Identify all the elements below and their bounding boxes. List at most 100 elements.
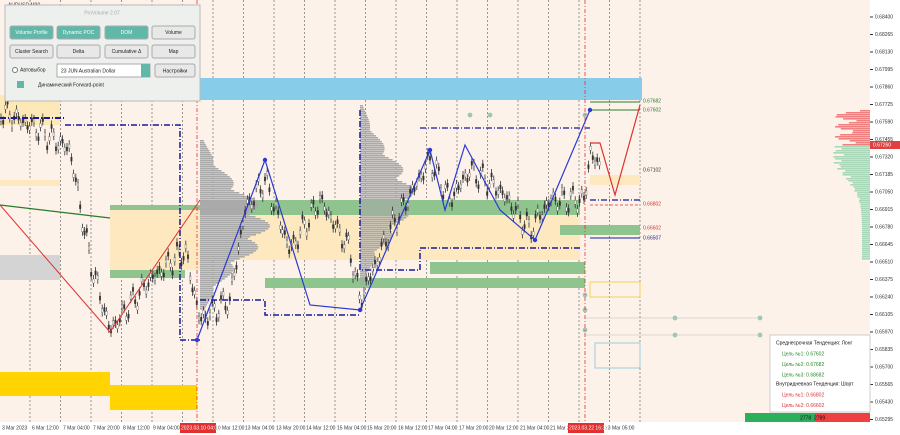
candle-body — [224, 305, 227, 311]
volume-profile-bar — [200, 162, 214, 164]
volume-profile-bar — [360, 125, 371, 127]
volume-profile-bar — [200, 144, 206, 146]
candle-body — [189, 276, 192, 281]
pivot-dot — [427, 147, 433, 153]
panel-button-label[interactable]: Volume — [165, 30, 182, 36]
candle-body — [48, 136, 51, 141]
volume-profile-bar — [360, 153, 383, 155]
pivot-dot — [532, 237, 538, 243]
candle-body — [569, 191, 572, 197]
volume-profile-bar — [200, 214, 250, 216]
candle-body — [312, 199, 315, 205]
panel-button-label[interactable]: Delta — [73, 49, 85, 55]
panel-button[interactable] — [104, 44, 149, 59]
volume-profile-bar — [200, 302, 209, 304]
candle-body — [228, 296, 231, 301]
candle-body — [35, 132, 38, 137]
candle-body — [233, 272, 236, 277]
candle-body — [596, 157, 599, 162]
candle-body — [585, 190, 588, 196]
volume-profile-bar — [200, 164, 214, 166]
candle-body — [554, 196, 557, 202]
volume-profile-bar — [200, 224, 270, 226]
panel-button[interactable] — [151, 25, 196, 40]
panel-button[interactable] — [56, 44, 101, 59]
price-label: 0.66780 — [875, 224, 893, 230]
provolume-panel: ProVolume 2.07 Volume Profile Dynamic POC D… — [4, 4, 201, 102]
volume-profile-bar — [200, 262, 231, 264]
candle-body — [193, 290, 196, 295]
time-label: 23 Mar 05:00 — [605, 425, 635, 431]
candle-body — [374, 259, 376, 265]
panel-button[interactable] — [104, 25, 149, 40]
panel-button[interactable] — [56, 25, 101, 40]
volume-profile-bar — [200, 194, 245, 196]
candle-body — [74, 177, 77, 182]
price-label: 0.67320 — [875, 154, 893, 160]
time-highlight-bg — [568, 423, 604, 433]
candle-body — [301, 215, 304, 220]
volume-profile-bar — [200, 188, 232, 190]
price-label: 0.68130 — [875, 49, 893, 55]
gray-zone — [0, 255, 60, 280]
candle-body — [277, 210, 280, 215]
checkbox[interactable] — [17, 81, 24, 88]
settings-button[interactable] — [154, 63, 196, 78]
time-label: 17 Mar 04:00 — [428, 425, 458, 431]
panel-button-label[interactable]: Volume Profile — [15, 30, 47, 36]
volume-profile-bar — [360, 201, 401, 203]
info-target: Цель №3: 0.68682 — [782, 372, 824, 378]
candle-body — [250, 204, 253, 209]
volume-profile-bar — [200, 212, 249, 214]
volume-profile-bar — [360, 143, 384, 145]
volume-profile-bar — [200, 298, 211, 300]
candle-body — [541, 214, 544, 220]
panel-button[interactable] — [151, 44, 196, 59]
volume-profile-bar — [360, 105, 363, 107]
forward-point-label: Динамический Forward-point — [38, 81, 104, 88]
volume-profile-bar — [360, 123, 370, 125]
candle-body — [365, 277, 368, 282]
volume-profile-bar — [200, 240, 252, 242]
side-volume-bar — [840, 166, 870, 168]
candle-body — [413, 187, 416, 192]
volume-profile-bar — [360, 273, 367, 275]
panel-button-label[interactable]: Cumulative Δ — [112, 49, 142, 55]
candle-body — [543, 204, 546, 209]
volume-profile-bar — [200, 286, 214, 288]
panel-button[interactable] — [9, 44, 54, 59]
volume-profile-bar — [200, 288, 214, 290]
price-label: 0.67995 — [875, 67, 893, 73]
side-volume-bar — [861, 254, 870, 256]
select-arrow[interactable] — [141, 64, 150, 77]
side-volume-bar — [837, 168, 870, 170]
zigzag-red — [0, 199, 201, 333]
side-volume-bar — [861, 222, 870, 224]
volume-profile-bar — [360, 275, 366, 277]
panel-button-label[interactable]: Cluster Search — [15, 49, 48, 55]
volume-profile-bar — [360, 155, 385, 157]
volume-profile-bar — [360, 169, 404, 171]
panel-button-label[interactable]: Map — [169, 49, 179, 55]
side-volume-bar — [861, 212, 870, 214]
side-volume-bar — [856, 120, 870, 122]
radio[interactable] — [12, 67, 18, 73]
candle-body — [4, 105, 7, 110]
candle-body — [385, 242, 387, 247]
volume-profile-bar — [360, 271, 368, 273]
settings-label[interactable]: Настройки — [163, 67, 188, 74]
candle-body — [517, 200, 519, 206]
candle-body — [264, 176, 266, 182]
candle-body — [468, 172, 471, 178]
candle-body — [19, 122, 22, 127]
price-label: 0.67590 — [875, 119, 893, 125]
volume-profile-bar — [200, 168, 219, 170]
volume-profile-bar — [360, 245, 383, 247]
side-volume-bar — [860, 110, 870, 112]
panel-button-label[interactable]: DOM — [121, 30, 133, 36]
current-price: 0.67260 — [873, 142, 891, 148]
panel-button[interactable] — [9, 25, 54, 40]
candle-body — [528, 219, 530, 224]
panel-button-label[interactable]: Dynamic POC — [63, 30, 95, 36]
volume-profile-bar — [360, 191, 415, 193]
